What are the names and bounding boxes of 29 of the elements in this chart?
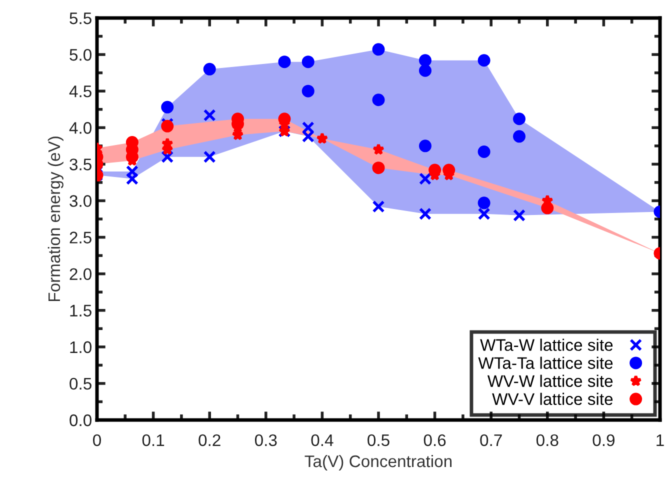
y-tick-label: 4.0 [69, 122, 92, 134]
legend-label: WTa-W lattice site [480, 338, 613, 351]
x-tick-label: 0.5 [368, 434, 390, 446]
y-tick-label: 0.5 [70, 378, 92, 390]
x-tick-label: 0.1 [142, 434, 164, 446]
x-axis-title: Ta(V) Concentration [304, 454, 452, 471]
y-axis-title: Formation energy (eV) [48, 136, 64, 301]
y-tick-label: 1.0 [70, 341, 92, 354]
y-tick-label: 2.5 [70, 232, 92, 244]
x-tick-label: 0 [93, 434, 101, 446]
legend-label: WTa-Ta lattice site [478, 356, 613, 369]
x-tick-label: 0.4 [311, 434, 334, 446]
y-tick-label: 5.5 [70, 12, 92, 24]
legend-label: WV-V lattice site [492, 392, 613, 406]
y-tick-label: 4.5 [69, 86, 92, 98]
x-tick-label: 0.9 [592, 434, 614, 446]
x-tick-label: 0.3 [254, 434, 277, 446]
y-tick-label: 5.0 [70, 48, 92, 61]
y-tick-label: 2.0 [70, 268, 92, 280]
x-tick-label: 0.8 [536, 434, 558, 446]
x-tick-label: 0.7 [480, 434, 502, 446]
y-tick-label: 1.5 [70, 304, 92, 317]
x-tick-label: 0.6 [424, 434, 446, 446]
y-tick-label: 3.0 [70, 195, 92, 207]
y-tick-label: 0.0 [70, 414, 92, 426]
x-tick-label: 1 [656, 434, 664, 446]
legend-label: WV-W lattice site [487, 374, 613, 388]
y-tick-label: 3.5 [70, 158, 92, 170]
x-tick-label: 0.2 [198, 434, 220, 446]
